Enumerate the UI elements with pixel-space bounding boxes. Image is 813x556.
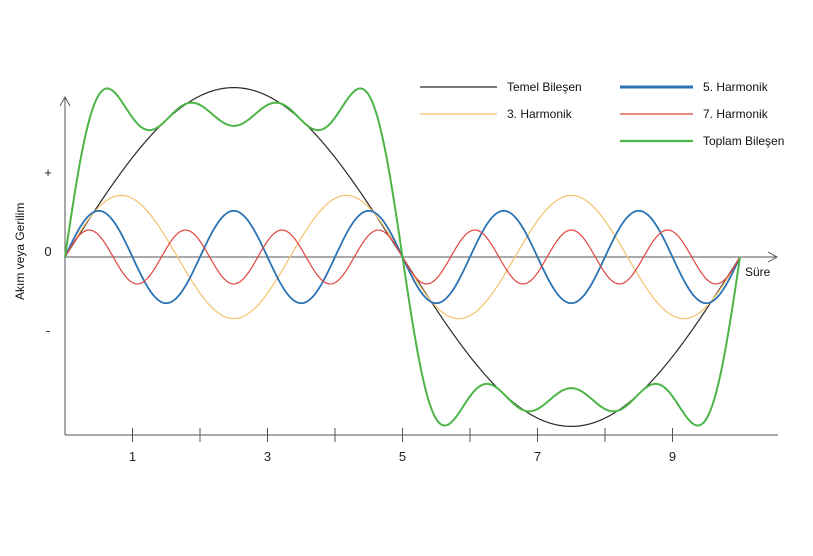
legend-label: Toplam Bileşen	[703, 134, 784, 148]
legend-label: Temel Bileşen	[507, 80, 582, 94]
x-axis-arrowhead	[767, 251, 779, 263]
series-line	[64, 87, 741, 427]
legend: Temel Bileşen 3. Harmonik 5. Harmonik 7. Ha…	[420, 80, 784, 148]
x-tick-label: 1	[129, 449, 136, 464]
x-tick-label: 3	[264, 449, 271, 464]
y-tick-label: +	[44, 165, 52, 180]
x-axis-label: Süre	[745, 265, 771, 279]
legend-label: 7. Harmonik	[703, 107, 769, 121]
y-tick-label: 0	[44, 244, 51, 259]
y-axis-label: Akım veya Gerilim	[13, 203, 27, 300]
x-tick-label: 9	[669, 449, 676, 464]
x-tick-label: 7	[534, 449, 541, 464]
y-tick-label: -	[46, 323, 50, 338]
y-axis-arrowhead	[59, 95, 71, 107]
legend-label: 3. Harmonik	[507, 107, 573, 121]
series-lines	[64, 86, 741, 428]
legend-label: 5. Harmonik	[703, 80, 769, 94]
x-tick-label: 5	[399, 449, 406, 464]
axes	[59, 95, 779, 436]
x-ticks: 1 3 5 7 9	[129, 428, 676, 464]
y-tick-labels: +0 -	[44, 165, 52, 338]
